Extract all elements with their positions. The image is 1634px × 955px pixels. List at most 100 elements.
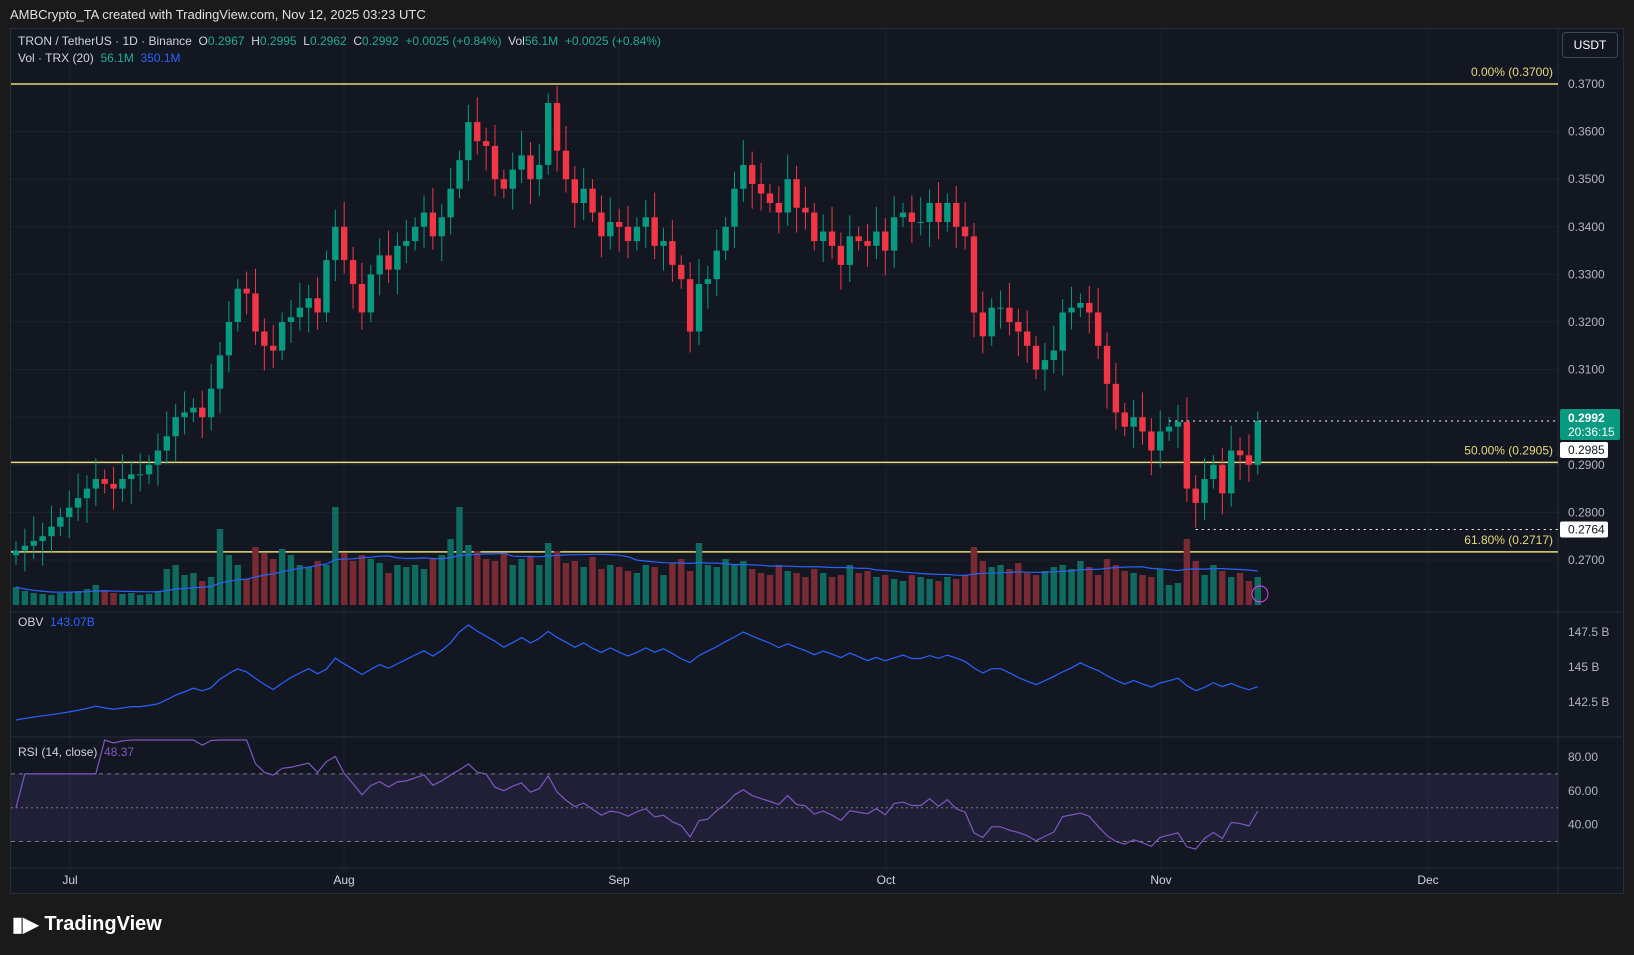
candle-body — [1174, 421, 1182, 427]
tradingview-logo[interactable]: ▮▶ TradingView — [12, 912, 162, 937]
volume-bar — [979, 561, 987, 605]
volume-bar — [997, 565, 1004, 605]
volume-bar — [1068, 569, 1075, 605]
candle-body — [1130, 417, 1137, 427]
candle-body — [243, 288, 250, 294]
candle-body — [66, 507, 73, 518]
candle-body — [553, 103, 561, 151]
volume-bar — [92, 585, 100, 605]
volume-bar — [553, 551, 561, 605]
volume-bar — [420, 569, 428, 605]
volume-bar — [1236, 573, 1244, 605]
candle-body — [678, 264, 685, 280]
volume-bar — [713, 567, 720, 605]
candle-body — [615, 222, 623, 227]
volume-indicator-label[interactable]: Vol · TRX (20) — [18, 51, 94, 65]
volume-bar — [873, 577, 880, 605]
rsi-label[interactable]: RSI (14, close) — [18, 745, 98, 759]
candle-body — [447, 188, 454, 218]
volume-bar — [136, 595, 144, 605]
volume-bar — [340, 553, 348, 605]
volume-bar — [589, 557, 596, 605]
volume-bar — [323, 565, 330, 605]
candle-body — [704, 279, 712, 284]
candle-body — [607, 222, 614, 237]
currency-button[interactable]: USDT — [1562, 32, 1618, 58]
volume-bar — [784, 571, 791, 605]
candle-body — [323, 260, 330, 313]
volume-bar — [651, 567, 658, 605]
low-price-badge — [1560, 521, 1608, 538]
volume-bar — [66, 592, 73, 605]
candle-body — [403, 241, 410, 246]
price-axis-label: 0.3700 — [1568, 77, 1605, 91]
candle-body — [1094, 312, 1102, 346]
volume-bar — [1023, 573, 1031, 605]
volume-bar — [199, 581, 206, 605]
volume-bar — [1050, 567, 1057, 605]
candle-body — [474, 122, 481, 142]
candle-body — [1165, 426, 1173, 432]
volume-bar — [775, 565, 783, 605]
volume-bar — [491, 561, 499, 605]
chart-frame[interactable] — [10, 28, 1624, 894]
obv-axis-label: 145 B — [1568, 660, 1599, 674]
volume-bar — [332, 507, 339, 605]
candle-body — [154, 450, 162, 465]
volume-ma-value: 350.1M — [140, 51, 181, 65]
volume-bar — [1165, 585, 1173, 605]
candle-body — [57, 517, 64, 527]
close-value: 0.2992 — [362, 34, 399, 48]
symbol-legend: TRON / TetherUS · 1D · Binance O0.2967 H… — [18, 34, 661, 48]
candle-body — [1077, 302, 1084, 308]
tradingview-logo-icon: ▮▶ — [12, 914, 39, 936]
volume-bar — [216, 529, 224, 605]
volume-bar — [819, 573, 827, 605]
candle-body — [518, 155, 525, 170]
volume-bar — [252, 547, 259, 605]
candle-body — [873, 231, 880, 246]
candle-body — [722, 226, 729, 251]
close-label: C — [353, 34, 363, 48]
candle-body — [926, 203, 933, 223]
candle-body — [819, 231, 827, 242]
price-axis-label: 0.3100 — [1568, 363, 1605, 377]
candle-body — [1254, 421, 1261, 465]
candle-body — [500, 179, 508, 189]
candle-body — [172, 417, 179, 437]
volume-bar — [1094, 575, 1102, 605]
volume-bar — [624, 571, 632, 605]
last-price-label: 0.2992 — [1568, 411, 1605, 425]
volume-bar — [811, 569, 818, 605]
volume-bar — [571, 561, 579, 605]
volume-bar — [394, 565, 401, 605]
candle-body — [1015, 322, 1022, 332]
volume-bar — [864, 571, 871, 605]
obv-label[interactable]: OBV — [18, 615, 44, 629]
candle-body — [970, 236, 978, 313]
candle-body — [757, 183, 765, 194]
candle-body — [482, 141, 490, 146]
candle-body — [1041, 360, 1049, 370]
candle-body — [1192, 488, 1199, 503]
candle-body — [314, 298, 321, 313]
price-axis-label: 0.2700 — [1568, 553, 1605, 567]
candle-body — [1059, 312, 1066, 351]
last-price-badge — [1560, 409, 1620, 441]
volume-legend: Vol · TRX (20) 56.1M 350.1M — [18, 51, 181, 65]
vol-label: Vol — [508, 34, 525, 48]
candle-body — [1112, 383, 1120, 413]
volume-bar — [1192, 561, 1199, 605]
candle-body — [30, 540, 37, 546]
symbol-title[interactable]: TRON / TetherUS · 1D · Binance — [18, 34, 192, 48]
vol-change: +0.0025 (+0.84%) — [564, 34, 661, 48]
candle-body — [216, 355, 224, 389]
candle-body — [527, 155, 534, 180]
volume-bar — [1077, 561, 1084, 605]
fib-label: 61.80% (0.2717) — [1464, 533, 1553, 547]
candle-body — [358, 283, 366, 313]
candle-body — [633, 226, 641, 242]
volume-bar — [367, 559, 374, 605]
volume-bar — [855, 573, 862, 605]
